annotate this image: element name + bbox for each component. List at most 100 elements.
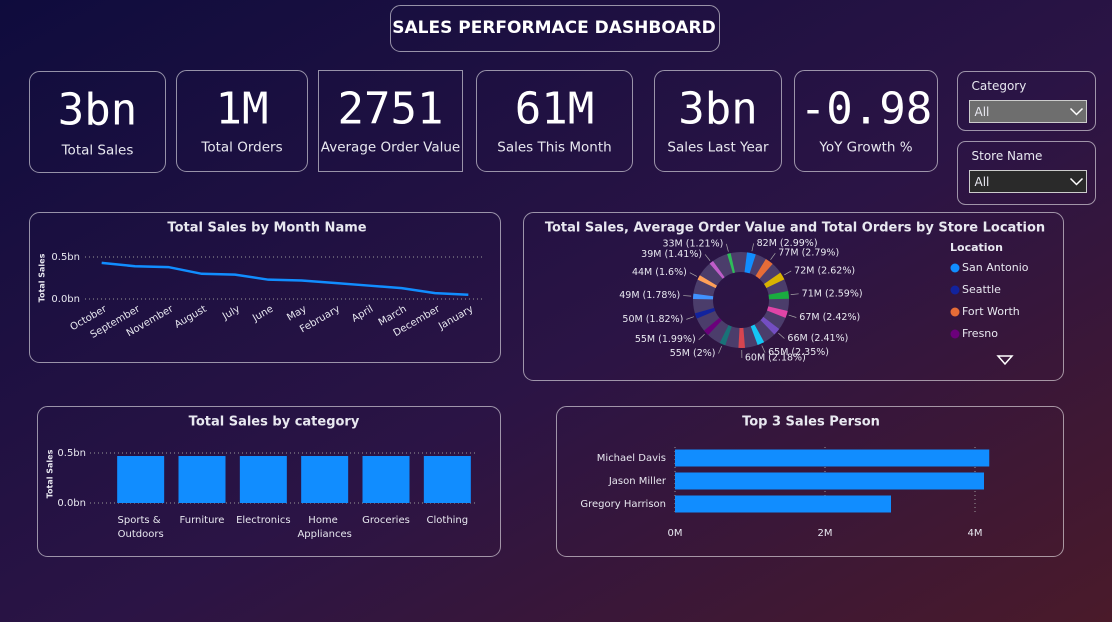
- leader-line: [770, 253, 776, 260]
- card-value: 3bn: [58, 85, 137, 136]
- panel: [556, 406, 1064, 557]
- data-label: 55M (2%): [670, 348, 716, 359]
- y-tick-label: 0.5bn: [51, 252, 80, 263]
- data-label: 60M (2.18%): [745, 352, 806, 363]
- slicer-value: All: [975, 105, 990, 119]
- card-label: Average Order Value: [321, 140, 460, 156]
- slicer-label: Category: [972, 79, 1027, 93]
- donut-slice: [744, 252, 756, 274]
- slicer-dropdown[interactable]: [969, 170, 1087, 193]
- dropdown-chevron: [1069, 107, 1084, 116]
- y-tick-label: 0.5bn: [57, 448, 86, 459]
- leader-line: [683, 295, 692, 297]
- bar: [675, 472, 984, 490]
- card-label: Total Sales: [61, 143, 134, 159]
- card: [29, 71, 166, 173]
- donut-slice: [755, 258, 773, 279]
- panel: [37, 406, 501, 557]
- slicer-value: All: [975, 175, 990, 189]
- leader-line: [686, 316, 694, 320]
- bar: [117, 456, 165, 503]
- legend-label: Fresno: [962, 327, 998, 340]
- donut-slice: [738, 327, 746, 348]
- card-label: YoY Growth %: [818, 140, 912, 156]
- dropdown-chevron: [1069, 177, 1084, 186]
- y-tick-label: Michael Davis: [597, 453, 666, 464]
- card-label: Total Orders: [200, 140, 282, 156]
- slicer: [957, 71, 1096, 131]
- header-box: [390, 5, 720, 52]
- slicer-label: Store Name: [972, 149, 1043, 163]
- card-value: 2751: [338, 84, 444, 135]
- data-label: 82M (2.99%): [757, 238, 818, 249]
- y-tick-label: 0.0bn: [51, 294, 80, 305]
- data-label: 55M (1.99%): [635, 334, 696, 345]
- bar: [178, 456, 226, 503]
- leader-line: [790, 293, 799, 296]
- y-tick-label: 0.0bn: [57, 498, 86, 509]
- card: [654, 70, 782, 172]
- leader-line: [788, 314, 797, 318]
- legend-label: Fort Worth: [962, 305, 1020, 318]
- bar: [675, 449, 990, 467]
- card-value: -0.98: [800, 84, 932, 135]
- card: [794, 70, 938, 172]
- donut-slice: [760, 316, 780, 335]
- panel: [523, 212, 1064, 381]
- x-tick-label: Electronics: [236, 515, 291, 526]
- line: [101, 261, 469, 297]
- data-label: 44M (1.6%): [632, 267, 687, 278]
- data-label: 77M (2.79%): [778, 248, 839, 259]
- slicer: [957, 141, 1096, 205]
- donut-slice: [766, 306, 788, 318]
- more-arrow[interactable]: [996, 355, 1014, 366]
- data-label: 67M (2.42%): [799, 312, 860, 323]
- data-label: 71M (2.59%): [802, 288, 863, 299]
- panel: [29, 212, 501, 363]
- leader-line: [726, 243, 729, 252]
- leader-line: [751, 243, 754, 252]
- card-value: 1M: [216, 84, 269, 135]
- donut-slice: [694, 307, 716, 319]
- x-tick-label: Furniture: [180, 515, 225, 526]
- x-tick-label: Clothing: [427, 515, 469, 526]
- chart-title: Total Sales by category: [189, 415, 360, 430]
- donut-slice: [697, 275, 717, 289]
- y-axis-label: Total Sales: [38, 253, 47, 302]
- card-label: Sales This Month: [497, 140, 611, 156]
- bar: [239, 456, 287, 503]
- donut-slice: [719, 325, 732, 346]
- data-label: 49M (1.78%): [619, 290, 680, 301]
- x-tick-label: Sports & Outdoors: [118, 515, 164, 540]
- legend-marker: [950, 285, 960, 295]
- card: [176, 70, 308, 172]
- chart-title: Total Sales, Average Order Value and Tot…: [545, 221, 1045, 236]
- bar: [423, 456, 471, 503]
- leader-line: [761, 345, 766, 353]
- donut-slice: [727, 253, 735, 274]
- data-label: 66M (2.41%): [787, 333, 848, 344]
- data-label: 50M (1.82%): [622, 314, 683, 325]
- leader-line: [689, 272, 698, 277]
- card: [476, 70, 633, 172]
- legend-marker: [950, 263, 960, 273]
- bar: [362, 456, 410, 503]
- donut-slice: [768, 291, 789, 300]
- x-tick-label: 0M: [668, 528, 683, 539]
- donut-slice: [709, 261, 725, 279]
- leader-line: [704, 254, 711, 261]
- slicer-dropdown[interactable]: [969, 100, 1087, 123]
- chart-title: Total Sales by Month Name: [167, 221, 366, 236]
- leader-line: [698, 333, 705, 340]
- data-label: 72M (2.62%): [794, 265, 855, 276]
- bar: [301, 456, 349, 503]
- legend-marker: [950, 307, 960, 317]
- card-value: 3bn: [678, 84, 757, 135]
- legend-label: San Antonio: [962, 261, 1029, 274]
- x-tick-label: Groceries: [362, 515, 410, 526]
- leader-line: [778, 332, 785, 339]
- donut-slice: [704, 317, 722, 335]
- legend-marker: [950, 329, 960, 339]
- x-tick-label: 4M: [968, 528, 983, 539]
